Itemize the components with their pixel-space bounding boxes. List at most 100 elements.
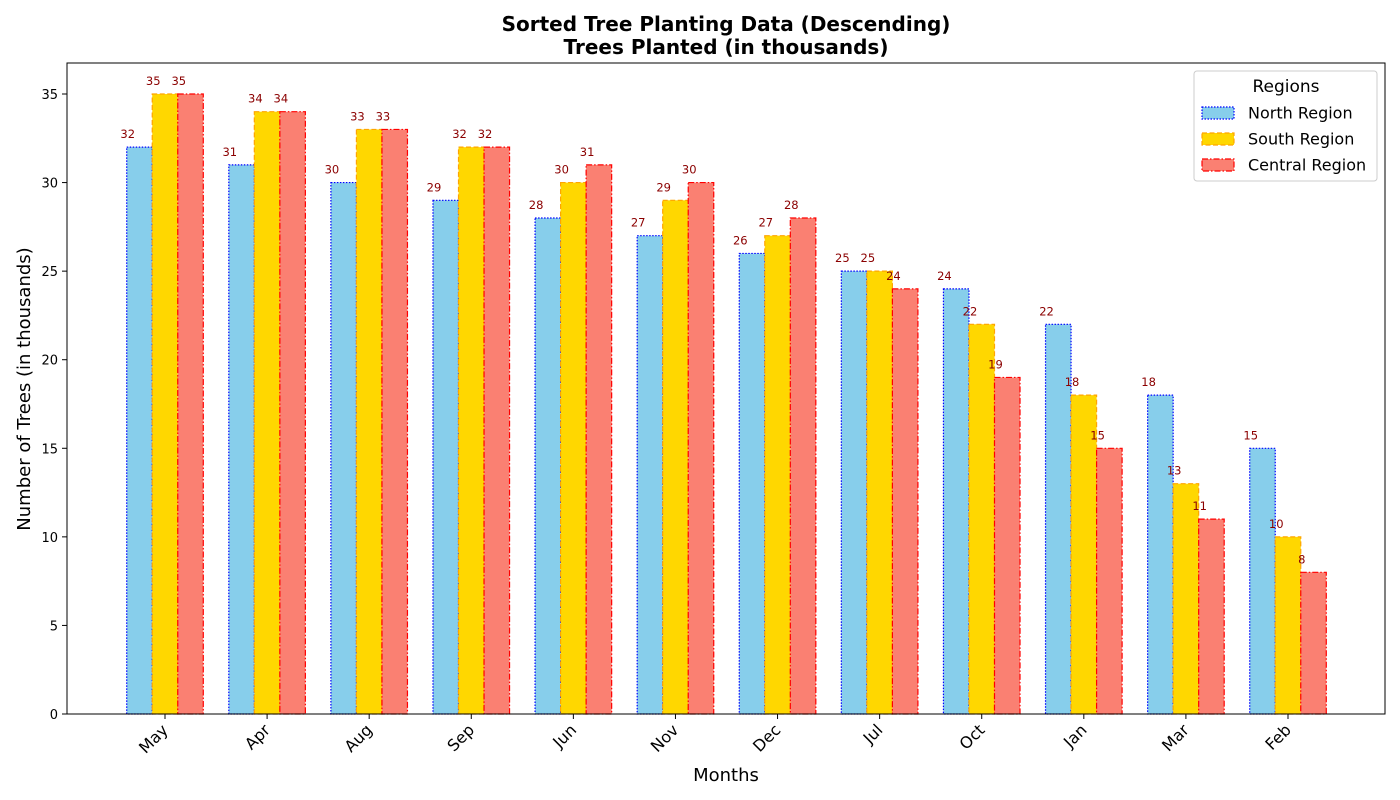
data-label-central-region-jul: 24	[886, 269, 901, 283]
x-tick-label-may: May	[135, 720, 172, 757]
data-label-south-region-jun: 30	[554, 163, 569, 177]
legend-label-central-region: Central Region	[1248, 156, 1366, 175]
bar-central-region-may	[177, 93, 204, 715]
chart-subtitle: Trees Planted (in thousands)	[564, 35, 889, 59]
data-label-north-region-sep: 29	[427, 180, 442, 194]
data-label-south-region-feb: 10	[1269, 517, 1284, 531]
y-tick-label: 0	[50, 708, 58, 723]
bar-south-region-mar	[1172, 483, 1200, 715]
legend-label-north-region: North Region	[1248, 104, 1353, 123]
data-label-central-region-apr: 34	[274, 92, 289, 106]
bar-south-region-nov	[662, 199, 689, 715]
x-tick-label-jan: Jan	[1059, 720, 1091, 752]
bar-south-region-sep	[457, 146, 485, 715]
bar-north-region-mar	[1147, 394, 1174, 715]
data-label-central-region-mar: 11	[1192, 499, 1207, 513]
x-tick-label-nov: Nov	[647, 720, 683, 756]
x-tick-label-jun: Jun	[548, 720, 580, 752]
bar-north-region-aug	[330, 181, 358, 715]
x-tick-label-feb: Feb	[1261, 720, 1294, 753]
data-label-south-region-mar: 13	[1167, 464, 1182, 478]
y-tick-label: 5	[50, 619, 58, 634]
bar-central-region-jan	[1095, 447, 1123, 715]
plot-frame	[66, 62, 1386, 715]
bar-south-region-jan	[1070, 394, 1098, 715]
legend-label-south-region: South Region	[1248, 130, 1354, 149]
data-label-central-region-feb: 8	[1298, 552, 1305, 566]
bars-group	[126, 93, 1327, 715]
bar-north-region-dec	[738, 252, 766, 715]
data-label-north-region-dec: 26	[733, 233, 748, 247]
y-tick-label: 25	[41, 265, 58, 280]
data-label-south-region-dec: 27	[758, 216, 773, 230]
legend-title: Regions	[1252, 77, 1319, 97]
bar-north-region-jul	[840, 270, 868, 715]
y-axis: 0 5 10 15 20 25 30 35	[41, 88, 67, 723]
bar-north-region-nov	[636, 235, 664, 715]
data-label-south-region-aug: 33	[350, 109, 365, 123]
data-label-central-region-oct: 19	[988, 357, 1003, 371]
y-tick-label: 35	[41, 88, 58, 103]
x-tick-label-mar: Mar	[1158, 720, 1193, 755]
bar-north-region-oct	[942, 288, 970, 715]
data-label-central-region-jun: 31	[580, 145, 595, 159]
y-tick-label: 10	[41, 531, 58, 546]
bar-central-region-jul	[891, 288, 919, 715]
bar-south-region-oct	[968, 323, 996, 715]
data-label-north-region-apr: 31	[222, 145, 237, 159]
legend-swatch-north-region	[1201, 106, 1235, 120]
data-label-central-region-dec: 28	[784, 198, 799, 212]
data-label-north-region-jan: 22	[1039, 304, 1054, 318]
data-label-central-region-nov: 30	[682, 163, 697, 177]
data-label-north-region-oct: 24	[937, 269, 952, 283]
x-tick-label-dec: Dec	[749, 720, 784, 755]
x-tick-label-jul: Jul	[859, 720, 887, 748]
legend-frame	[1193, 70, 1378, 182]
bar-central-region-feb	[1300, 571, 1327, 715]
bar-central-region-jun	[585, 164, 613, 715]
data-label-south-region-sep: 32	[452, 127, 467, 141]
bar-central-region-mar	[1198, 518, 1225, 715]
x-tick-label-aug: Aug	[340, 720, 376, 756]
legend: Regions North Region South Region Central …	[1193, 70, 1378, 182]
bar-south-region-feb	[1274, 536, 1302, 715]
legend-swatch-central-region	[1201, 158, 1235, 172]
bar-central-region-sep	[483, 146, 511, 715]
bar-central-region-apr	[279, 111, 306, 715]
data-label-south-region-may: 35	[146, 74, 161, 88]
bar-north-region-may	[126, 146, 153, 715]
bar-south-region-dec	[764, 235, 791, 715]
bar-central-region-oct	[993, 376, 1021, 715]
y-tick-label: 20	[41, 354, 58, 369]
bar-central-region-aug	[381, 128, 409, 715]
bar-south-region-jul	[866, 270, 894, 715]
bar-north-region-jun	[534, 217, 562, 715]
bar-north-region-apr	[228, 164, 255, 715]
x-axis: May Apr Aug Sep Jun Nov Dec Jul Oct Jan Mar Feb	[135, 714, 1295, 757]
data-label-north-region-jul: 25	[835, 251, 850, 265]
data-label-central-region-jan: 15	[1090, 428, 1105, 442]
data-label-central-region-aug: 33	[376, 109, 391, 123]
chart-title: Sorted Tree Planting Data (Descending)	[502, 12, 951, 36]
data-label-north-region-mar: 18	[1141, 375, 1156, 389]
data-label-north-region-jun: 28	[529, 198, 544, 212]
data-label-south-region-apr: 34	[248, 92, 263, 106]
data-label-central-region-may: 35	[171, 74, 186, 88]
bar-central-region-nov	[687, 181, 715, 715]
y-tick-label: 15	[41, 442, 58, 457]
x-tick-label-sep: Sep	[443, 720, 478, 755]
data-label-central-region-sep: 32	[478, 127, 493, 141]
data-label-north-region-feb: 15	[1243, 428, 1258, 442]
data-label-south-region-nov: 29	[656, 180, 671, 194]
x-tick-label-apr: Apr	[241, 720, 274, 753]
data-label-south-region-oct: 22	[963, 304, 978, 318]
data-labels-group: 32 31 30 29 28 27 26 25 24 22 18 15 35 34 33 32 30 29 27 25…	[120, 74, 1305, 566]
bar-south-region-aug	[355, 128, 383, 715]
data-label-north-region-may: 32	[120, 127, 135, 141]
y-tick-label: 30	[41, 177, 58, 192]
bar-south-region-may	[151, 93, 179, 715]
y-axis-label: Number of Trees (in thousands)	[14, 247, 35, 530]
data-label-south-region-jan: 18	[1065, 375, 1080, 389]
data-label-north-region-aug: 30	[325, 163, 340, 177]
bar-north-region-feb	[1249, 447, 1276, 715]
